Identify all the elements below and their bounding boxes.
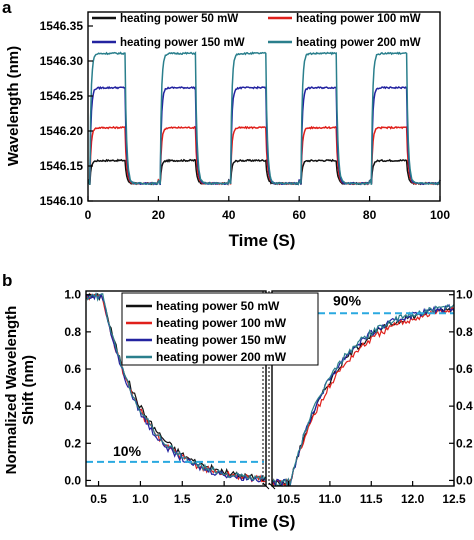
panel-b-legend-box xyxy=(121,292,319,366)
panel-a-y-tick-label: 1546.35 xyxy=(40,19,84,33)
panel-b-y-tick-label: 0.6 xyxy=(64,362,81,376)
panel-a-ticks: 0 20 40 60 80 100 1546.10 1546.15 1546.20 1546.25… xyxy=(40,19,451,222)
panel-b-right-y-tick-label: 0.8 xyxy=(456,325,473,339)
panel-b-legend-label: heating power 200 mW xyxy=(156,350,287,364)
panel-a-y-tick-label: 1546.20 xyxy=(40,124,84,138)
panel-b-right-frame xyxy=(271,290,455,487)
panel-b-y-axis-label-line2: Shift (nm) xyxy=(20,355,37,425)
panel-a-x-tick-label: 100 xyxy=(430,208,450,222)
panel-a-label: a xyxy=(2,0,12,17)
panel-b-x-tick-label: 11.5 xyxy=(360,492,383,506)
panel-a-frame xyxy=(87,11,441,202)
panel-b-right-y-tick-label: 0.6 xyxy=(456,362,473,376)
panel-b-falling-heating-power-200-mw xyxy=(85,292,266,481)
panel-a-x-tick-label: 80 xyxy=(363,208,377,222)
panel-a-legend-label: heating power 150 mW xyxy=(120,37,245,49)
panel-b-right-y-tick-label: 0.2 xyxy=(456,436,473,450)
panel-b-right-y-tick-label: 1.0 xyxy=(456,288,473,302)
panel-a-x-tick-label: 0 xyxy=(85,208,92,222)
panel-b-legend-label: heating power 150 mW xyxy=(156,333,287,347)
panel-b-right-y-tick-label: 0.4 xyxy=(456,399,473,413)
panel-a-series-group xyxy=(87,51,441,186)
panel-b-falling-heating-power-150-mw xyxy=(85,292,266,483)
panel-a-x-tick-label: 60 xyxy=(293,208,307,222)
panel-b-rising-heating-power-100-mw xyxy=(271,305,455,487)
panel-b-x-tick-label: 10.5 xyxy=(277,492,301,506)
panel-b: b 10%90% 0.00.20.40.60.81.00.00.20.40.60… xyxy=(2,271,473,531)
panel-a-legend-label: heating power 200 mW xyxy=(296,37,421,49)
panel-b-x-tick-label: 1.0 xyxy=(132,492,149,506)
threshold-10-label: 10% xyxy=(113,443,142,459)
panel-b-y-tick-label: 0.4 xyxy=(64,399,81,413)
panel-a-y-tick-label: 1546.25 xyxy=(40,89,84,103)
axis-break-mark-right xyxy=(268,482,276,490)
panel-b-annotations: 10% 90% xyxy=(86,292,454,463)
panel-b-y-tick-label: 0.8 xyxy=(64,325,81,339)
panel-b-left-frame xyxy=(85,290,267,487)
panel-b-x-tick-label: 11.0 xyxy=(319,492,342,506)
panel-a-y-tick-label: 1546.10 xyxy=(40,194,84,208)
panel-b-x-tick-label: 0.5 xyxy=(90,492,107,506)
panel-b-x-tick-label: 2.0 xyxy=(216,492,233,506)
panel-b-x-tick-label: 1.5 xyxy=(174,492,191,506)
panel-b-label: b xyxy=(2,271,12,290)
panel-b-right-y-tick-label: 0.0 xyxy=(456,473,473,487)
panel-a-x-tick-label: 40 xyxy=(222,208,236,222)
panel-b-x-tick-label: 12.0 xyxy=(401,492,425,506)
panel-b-y-axis-label: Normalized Wavelength Shift (nm) xyxy=(3,306,37,475)
threshold-90-label: 90% xyxy=(333,292,362,308)
panel-b-x-tick-label: 12.5 xyxy=(442,492,466,506)
panel-a-legend: heating power 50 mW heating power 100 mW h… xyxy=(92,13,421,49)
panel-a-x-tick-label: 20 xyxy=(152,208,166,222)
panel-a-series-heating-power-200-mw xyxy=(87,51,441,186)
panel-a-y-tick-label: 1546.30 xyxy=(40,54,84,68)
panel-a-x-axis-label: Time (S) xyxy=(229,231,296,250)
panel-a-legend-label: heating power 100 mW xyxy=(296,13,421,25)
axis-break-mark-left xyxy=(262,482,270,490)
panel-b-y-tick-label: 1.0 xyxy=(64,288,81,302)
panel-a-y-tick-label: 1546.15 xyxy=(40,159,84,173)
panel-b-y-axis-label-line1: Normalized Wavelength xyxy=(3,306,20,475)
panel-b-y-tick-label: 0.0 xyxy=(64,473,81,487)
panel-b-x-axis-label: Time (S) xyxy=(229,512,296,531)
panel-b-legend: heating power 50 mW heating power 100 mW h… xyxy=(121,292,319,366)
panel-b-legend-label: heating power 50 mW xyxy=(156,299,280,313)
panel-b-y-tick-label: 0.2 xyxy=(64,436,81,450)
panel-a-y-axis-label: Wavelength (nm) xyxy=(5,46,22,166)
panel-a: a 0 20 40 60 80 100 1546.10 1546.15 1546.20 1546.… xyxy=(2,0,450,250)
panel-b-ticks: 0.0 0.2 0.4 0.6 0.8 1.0 0.0 0.2 0.4 0.6 0.8 1.0 0.5 1… xyxy=(64,288,473,506)
panel-a-legend-label: heating power 50 mW xyxy=(120,13,238,25)
panel-b-legend-label: heating power 100 mW xyxy=(156,316,287,330)
